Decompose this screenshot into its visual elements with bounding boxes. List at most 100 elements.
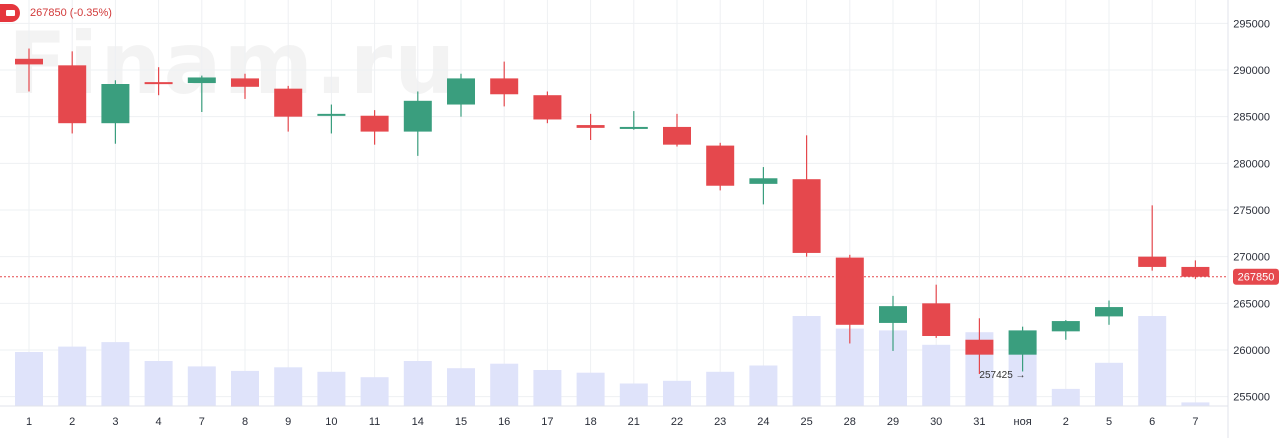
last-price-badge xyxy=(1233,268,1279,285)
candle-body[interactable] xyxy=(360,115,389,132)
volume-bar xyxy=(706,371,735,406)
volume-bar xyxy=(576,372,605,406)
candle[interactable] xyxy=(922,284,951,338)
volume-bar xyxy=(15,352,43,406)
y-tick-label: 270000 xyxy=(1233,252,1270,264)
candle[interactable] xyxy=(360,110,389,145)
volume-bar xyxy=(533,370,562,406)
candle[interactable] xyxy=(749,167,778,205)
x-tick-label: 3 xyxy=(112,416,118,428)
candle-body[interactable] xyxy=(576,125,605,128)
candle-body[interactable] xyxy=(1181,266,1210,277)
x-tick-label: 24 xyxy=(757,416,769,428)
last-price-badge-label: 267850 xyxy=(1238,272,1275,284)
volume-bar xyxy=(1138,316,1167,406)
x-tick-label: 30 xyxy=(930,416,942,428)
candle[interactable] xyxy=(317,104,346,134)
y-tick-label: 275000 xyxy=(1233,205,1270,217)
candle-body[interactable] xyxy=(749,178,778,184)
volume-bar xyxy=(58,346,87,406)
candle[interactable] xyxy=(144,67,173,96)
y-tick-label: 290000 xyxy=(1233,65,1270,77)
candle[interactable] xyxy=(663,113,691,147)
x-tick-label: 11 xyxy=(369,416,380,428)
candle-body[interactable] xyxy=(15,58,43,65)
candle[interactable] xyxy=(231,73,259,99)
annotations: 257425 → xyxy=(979,370,1025,381)
candle[interactable] xyxy=(101,80,130,144)
volume-bar xyxy=(663,380,691,406)
candle-body[interactable] xyxy=(922,303,951,336)
candle-body[interactable] xyxy=(317,113,346,116)
volume-bar xyxy=(447,368,475,406)
candle[interactable] xyxy=(792,135,821,257)
candle[interactable] xyxy=(576,113,605,140)
candle[interactable] xyxy=(533,91,562,124)
y-tick-label: 260000 xyxy=(1233,345,1270,357)
volume-bar xyxy=(792,316,821,406)
x-tick-label: 17 xyxy=(541,416,553,428)
candle-body[interactable] xyxy=(879,306,907,323)
candle[interactable] xyxy=(447,73,475,117)
x-tick-label: 5 xyxy=(1106,416,1112,428)
x-tick-label: 9 xyxy=(285,416,291,428)
volume-bar xyxy=(101,342,130,406)
candle-body[interactable] xyxy=(274,88,303,117)
y-tick-label: 295000 xyxy=(1233,18,1270,30)
x-tick-label: 29 xyxy=(887,416,899,428)
candle[interactable] xyxy=(706,142,735,191)
x-tick-label: 21 xyxy=(628,416,640,428)
x-tick-label: 7 xyxy=(199,416,205,428)
candle[interactable] xyxy=(403,91,432,156)
volume-bar xyxy=(274,367,303,406)
candle[interactable] xyxy=(274,85,303,132)
y-tick-label: 280000 xyxy=(1233,158,1270,170)
candle-body[interactable] xyxy=(187,77,216,84)
candle-body[interactable] xyxy=(533,95,562,120)
volume-bar xyxy=(749,365,778,406)
volume-bar xyxy=(231,370,259,406)
x-tick-label: 31 xyxy=(973,416,985,428)
x-tick-label: 14 xyxy=(412,416,424,428)
candle[interactable] xyxy=(1051,320,1080,340)
candle[interactable] xyxy=(879,295,907,351)
candle-body[interactable] xyxy=(58,65,87,124)
candle-body[interactable] xyxy=(1138,256,1167,267)
candles[interactable] xyxy=(15,48,1210,375)
candle-body[interactable] xyxy=(447,78,475,105)
candle[interactable] xyxy=(1095,300,1123,325)
candle[interactable] xyxy=(1138,205,1167,271)
candle-body[interactable] xyxy=(792,179,821,253)
candle-body[interactable] xyxy=(1095,307,1123,317)
candle[interactable] xyxy=(15,48,43,92)
candle-body[interactable] xyxy=(706,145,735,186)
candle-body[interactable] xyxy=(403,100,432,132)
candle-body[interactable] xyxy=(231,78,259,87)
candle[interactable] xyxy=(187,75,216,112)
candle[interactable] xyxy=(58,51,87,134)
candle[interactable] xyxy=(1008,326,1037,372)
candle[interactable] xyxy=(1181,260,1210,280)
chart-header: 267850 (-0.35%) xyxy=(0,4,112,22)
volume-bar xyxy=(619,383,648,406)
candle-body[interactable] xyxy=(144,82,173,85)
candle-body[interactable] xyxy=(1051,321,1080,332)
candle[interactable] xyxy=(619,111,648,130)
candle[interactable] xyxy=(965,318,994,375)
candle[interactable] xyxy=(490,61,519,107)
x-tick-label: 2 xyxy=(1063,416,1069,428)
header-last-price: 267850 xyxy=(30,7,67,19)
candle-body[interactable] xyxy=(619,126,648,129)
x-tick-label: 16 xyxy=(498,416,510,428)
candle-body[interactable] xyxy=(490,78,519,95)
candle-body[interactable] xyxy=(663,126,691,145)
candle-body[interactable] xyxy=(101,84,130,124)
x-tick-label: 10 xyxy=(325,416,337,428)
candle[interactable] xyxy=(835,254,864,344)
candle-body[interactable] xyxy=(835,257,864,325)
volume-bar xyxy=(360,377,389,406)
candle-body[interactable] xyxy=(1008,330,1037,355)
y-tick-label: 265000 xyxy=(1233,298,1270,310)
candle-body[interactable] xyxy=(965,339,994,355)
